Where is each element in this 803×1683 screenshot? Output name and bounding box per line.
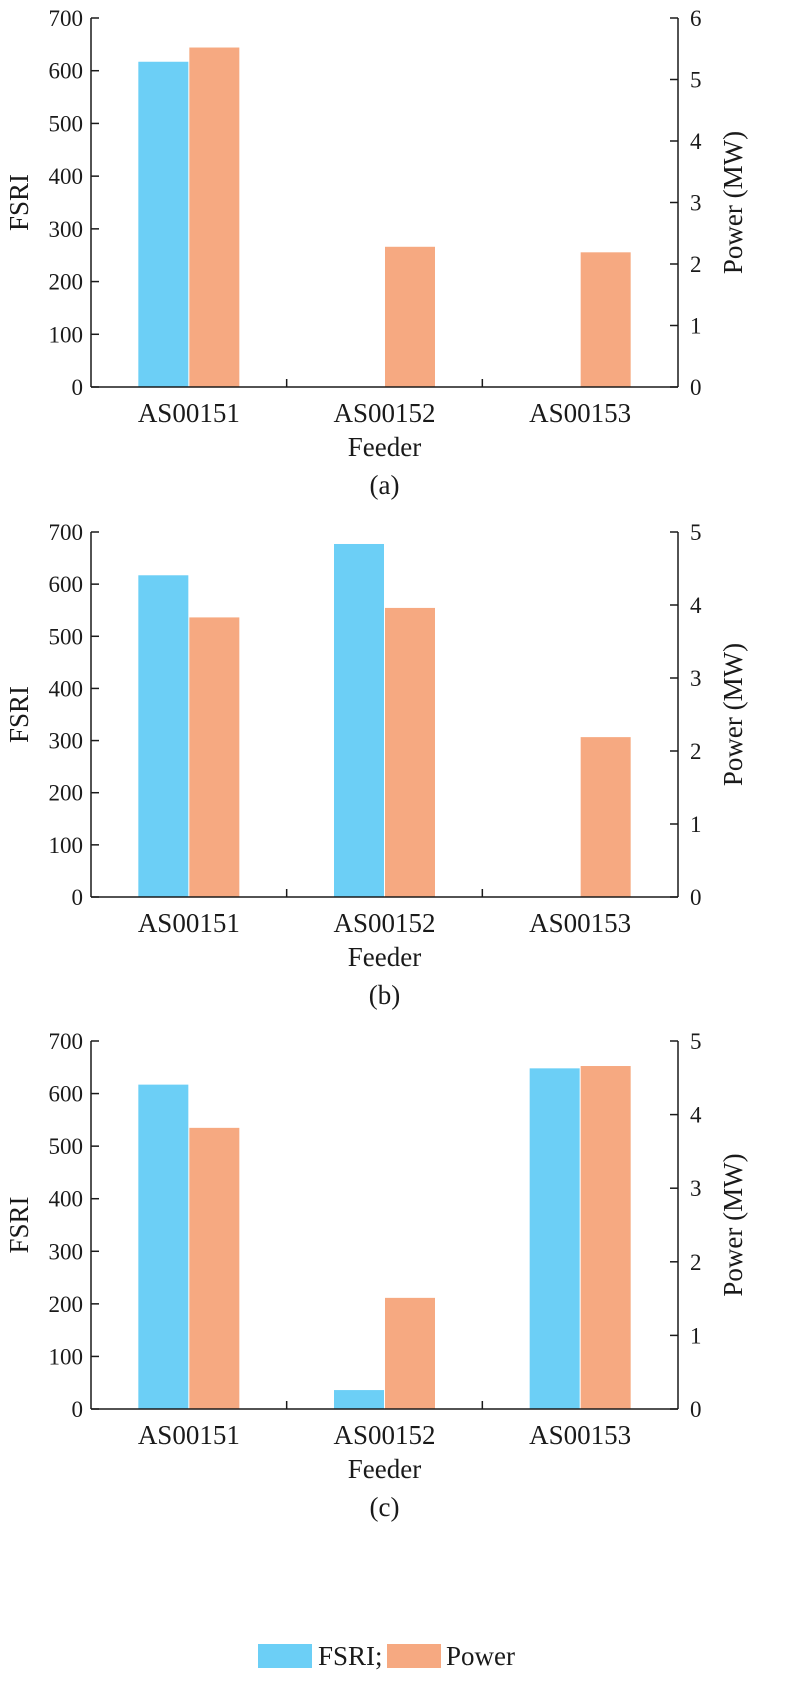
left-tick-label: 200 [49, 781, 84, 806]
right-axis-title: Power (MW) [718, 1153, 748, 1296]
chart-panel-3: 0 100 200 300 400 500 600 700 0 1 2 3 4 5 AS00151 AS001… [4, 1029, 748, 1522]
right-tick-label: 3 [690, 1176, 702, 1201]
legend-swatch-power [387, 1644, 441, 1668]
legend: FSRI; Power [258, 1641, 515, 1671]
left-axis-title: FSRI [4, 174, 34, 231]
chart-panel-2: 0 100 200 300 400 500 600 700 0 1 2 3 4 5 AS00151 AS001… [4, 520, 748, 1010]
right-tick-label: 0 [690, 1397, 702, 1422]
left-tick-label: 700 [49, 6, 84, 31]
right-tick-label: 5 [690, 520, 702, 545]
left-tick-label: 100 [49, 322, 84, 347]
bar-fsri-as00152 [334, 543, 384, 897]
left-tick-label: 500 [49, 111, 84, 136]
bar-fsri-as00153 [529, 1068, 580, 1409]
right-tick-label: 4 [690, 129, 702, 154]
x-tick-label: AS00153 [529, 1420, 631, 1450]
right-tick-label: 2 [690, 1250, 702, 1275]
right-tick-label: 0 [690, 375, 702, 400]
x-axis-title: Feeder [348, 432, 421, 462]
left-axis-title: FSRI [4, 1196, 34, 1253]
left-tick-label: 0 [72, 1397, 84, 1422]
left-tick-label: 300 [49, 217, 84, 242]
right-axis-title: Power (MW) [718, 643, 748, 786]
left-tick-label: 400 [49, 164, 84, 189]
bar-power-as00151 [189, 47, 240, 388]
x-tick-label: AS00153 [529, 398, 631, 428]
left-tick-label: 0 [72, 375, 84, 400]
right-tick-label: 2 [690, 739, 702, 764]
right-axis-title: Power (MW) [718, 131, 748, 274]
bar-fsri-as00151 [138, 61, 189, 387]
right-tick-label: 1 [690, 812, 702, 837]
bar-power-as00152 [385, 1297, 435, 1409]
left-tick-label: 200 [49, 270, 84, 295]
left-tick-label: 300 [49, 1239, 84, 1264]
bar-fsri-as00151 [138, 1084, 189, 1409]
right-tick-label: 1 [690, 314, 702, 339]
bar-power-as00151 [189, 617, 240, 897]
x-tick-label: AS00151 [138, 1420, 240, 1450]
bar-fsri-as00151 [138, 575, 189, 897]
bar-power-as00153 [580, 737, 631, 897]
left-tick-label: 400 [49, 676, 84, 701]
left-tick-label: 500 [49, 624, 84, 649]
right-tick-label: 2 [690, 252, 702, 277]
right-tick-label: 0 [690, 885, 702, 910]
legend-label-power: Power [446, 1641, 515, 1671]
x-axis-title: Feeder [348, 942, 421, 972]
x-tick-label: AS00152 [333, 908, 435, 938]
left-tick-label: 700 [49, 520, 84, 545]
right-tick-label: 5 [690, 68, 702, 93]
left-tick-label: 600 [49, 572, 84, 597]
panel-caption: (a) [370, 470, 400, 500]
x-axis-title: Feeder [348, 1454, 421, 1484]
left-tick-label: 400 [49, 1187, 84, 1212]
left-tick-label: 200 [49, 1292, 84, 1317]
left-axis-title: FSRI [4, 686, 34, 743]
right-tick-label: 4 [690, 1103, 702, 1128]
panel-caption: (b) [369, 980, 400, 1010]
x-tick-label: AS00151 [138, 398, 240, 428]
bar-power-as00153 [580, 1066, 631, 1409]
panel-caption: (c) [370, 1492, 400, 1522]
bar-fsri-as00152 [334, 1390, 384, 1409]
bar-power-as00153 [580, 252, 631, 387]
x-tick-label: AS00153 [529, 908, 631, 938]
left-tick-label: 100 [49, 1344, 84, 1369]
left-tick-label: 700 [49, 1029, 84, 1054]
left-tick-label: 300 [49, 729, 84, 754]
right-tick-label: 3 [690, 191, 702, 216]
chart-panel-1: 0 100 200 300 400 500 600 700 0 1 2 3 4 5 6 AS00151 AS00… [4, 6, 748, 500]
left-tick-label: 0 [72, 885, 84, 910]
x-tick-label: AS00151 [138, 908, 240, 938]
right-tick-label: 6 [690, 6, 702, 31]
right-tick-label: 3 [690, 666, 702, 691]
right-tick-label: 5 [690, 1029, 702, 1054]
left-tick-label: 600 [49, 1082, 84, 1107]
bar-power-as00152 [385, 607, 435, 897]
right-tick-label: 4 [690, 593, 702, 618]
legend-label-fsri: FSRI; [318, 1641, 383, 1671]
bar-power-as00151 [189, 1127, 240, 1409]
left-tick-label: 600 [49, 59, 84, 84]
x-tick-label: AS00152 [333, 1420, 435, 1450]
bar-power-as00152 [385, 246, 435, 387]
left-tick-label: 500 [49, 1134, 84, 1159]
x-tick-label: AS00152 [333, 398, 435, 428]
left-tick-label: 100 [49, 833, 84, 858]
right-tick-label: 1 [690, 1323, 702, 1348]
legend-swatch-fsri [258, 1644, 312, 1668]
